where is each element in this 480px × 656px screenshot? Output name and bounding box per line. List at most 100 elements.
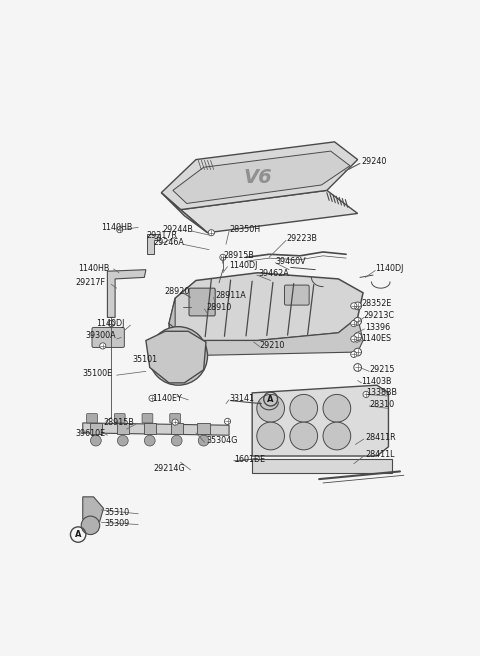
Polygon shape — [117, 423, 129, 434]
Circle shape — [351, 321, 357, 327]
Text: 1140DJ: 1140DJ — [229, 260, 257, 270]
Polygon shape — [169, 298, 175, 379]
FancyBboxPatch shape — [189, 288, 215, 316]
Text: 11403B: 11403B — [361, 377, 392, 386]
Text: 28911A: 28911A — [215, 291, 246, 300]
Polygon shape — [169, 273, 363, 340]
Circle shape — [149, 395, 155, 401]
Text: 29217F: 29217F — [75, 278, 105, 287]
Text: 35309: 35309 — [104, 518, 130, 527]
FancyBboxPatch shape — [86, 414, 97, 423]
Circle shape — [149, 327, 207, 385]
Circle shape — [363, 392, 369, 398]
Circle shape — [208, 230, 215, 236]
Text: 35101: 35101 — [132, 356, 157, 364]
FancyBboxPatch shape — [285, 285, 309, 305]
Polygon shape — [170, 423, 183, 434]
FancyBboxPatch shape — [92, 327, 124, 348]
Circle shape — [220, 255, 226, 260]
Polygon shape — [144, 423, 156, 434]
Circle shape — [354, 302, 361, 310]
Polygon shape — [173, 151, 350, 203]
Circle shape — [90, 435, 101, 446]
Text: A: A — [75, 530, 82, 539]
Text: 39460V: 39460V — [275, 256, 306, 266]
Text: 35100E: 35100E — [83, 369, 113, 378]
Text: 1140DJ: 1140DJ — [96, 319, 125, 328]
Polygon shape — [146, 331, 206, 383]
Text: A: A — [267, 394, 274, 403]
Text: 28411R: 28411R — [365, 433, 396, 442]
Text: 29215: 29215 — [369, 365, 395, 375]
Text: 28920: 28920 — [164, 287, 190, 296]
Text: 29244B: 29244B — [163, 225, 193, 234]
Circle shape — [156, 335, 200, 377]
Text: 39610E: 39610E — [75, 429, 105, 438]
FancyBboxPatch shape — [170, 414, 180, 423]
Circle shape — [354, 363, 361, 371]
Text: 39462A: 39462A — [258, 269, 289, 278]
Circle shape — [225, 419, 230, 424]
Text: 1601DE: 1601DE — [234, 455, 265, 464]
FancyBboxPatch shape — [114, 414, 125, 423]
Text: 29246A: 29246A — [154, 238, 184, 247]
Text: 33141: 33141 — [229, 394, 254, 403]
Circle shape — [198, 435, 209, 446]
Text: 29213C: 29213C — [364, 312, 395, 320]
Polygon shape — [108, 270, 146, 318]
Text: 29217R: 29217R — [146, 232, 177, 240]
Polygon shape — [83, 497, 104, 522]
Circle shape — [354, 333, 361, 340]
Text: 28352E: 28352E — [361, 299, 392, 308]
Circle shape — [351, 336, 357, 342]
Circle shape — [354, 348, 361, 356]
Text: 29240: 29240 — [361, 157, 387, 167]
Text: 28350H: 28350H — [229, 225, 260, 234]
Circle shape — [171, 435, 182, 446]
Text: 13396: 13396 — [365, 323, 390, 332]
Text: 35310: 35310 — [104, 508, 130, 517]
Circle shape — [323, 422, 351, 450]
Circle shape — [257, 394, 285, 422]
Circle shape — [144, 435, 155, 446]
Text: 29214G: 29214G — [154, 464, 185, 473]
Polygon shape — [83, 423, 229, 435]
Polygon shape — [252, 385, 388, 456]
Text: 28910: 28910 — [206, 303, 231, 312]
Text: 35304G: 35304G — [206, 436, 237, 445]
Polygon shape — [90, 423, 102, 434]
Text: 1140HB: 1140HB — [78, 264, 109, 274]
Polygon shape — [161, 142, 358, 210]
Text: 1140ES: 1140ES — [361, 335, 392, 344]
Text: 1140DJ: 1140DJ — [375, 264, 404, 274]
Text: 39300A: 39300A — [86, 331, 117, 340]
Circle shape — [81, 516, 100, 535]
Circle shape — [351, 352, 357, 358]
Circle shape — [117, 226, 123, 233]
Text: 1338BB: 1338BB — [366, 388, 397, 398]
Polygon shape — [197, 423, 210, 434]
Text: 28310: 28310 — [369, 400, 395, 409]
Text: V6: V6 — [243, 168, 272, 187]
Text: 29210: 29210 — [260, 340, 285, 350]
Polygon shape — [147, 234, 160, 255]
Circle shape — [118, 435, 128, 446]
Polygon shape — [180, 190, 358, 233]
Polygon shape — [161, 193, 207, 233]
Text: 1140EY: 1140EY — [152, 394, 182, 403]
Circle shape — [257, 422, 285, 450]
Text: 28915B: 28915B — [223, 251, 254, 260]
Circle shape — [323, 394, 351, 422]
Text: 28915B: 28915B — [104, 418, 134, 426]
Circle shape — [351, 303, 357, 309]
Circle shape — [290, 422, 318, 450]
Circle shape — [354, 318, 361, 325]
Text: 29223B: 29223B — [286, 234, 317, 243]
FancyBboxPatch shape — [142, 414, 153, 423]
Polygon shape — [169, 318, 363, 356]
Circle shape — [290, 394, 318, 422]
Polygon shape — [252, 459, 392, 473]
Circle shape — [108, 321, 114, 327]
Circle shape — [172, 354, 178, 361]
Circle shape — [100, 343, 106, 349]
